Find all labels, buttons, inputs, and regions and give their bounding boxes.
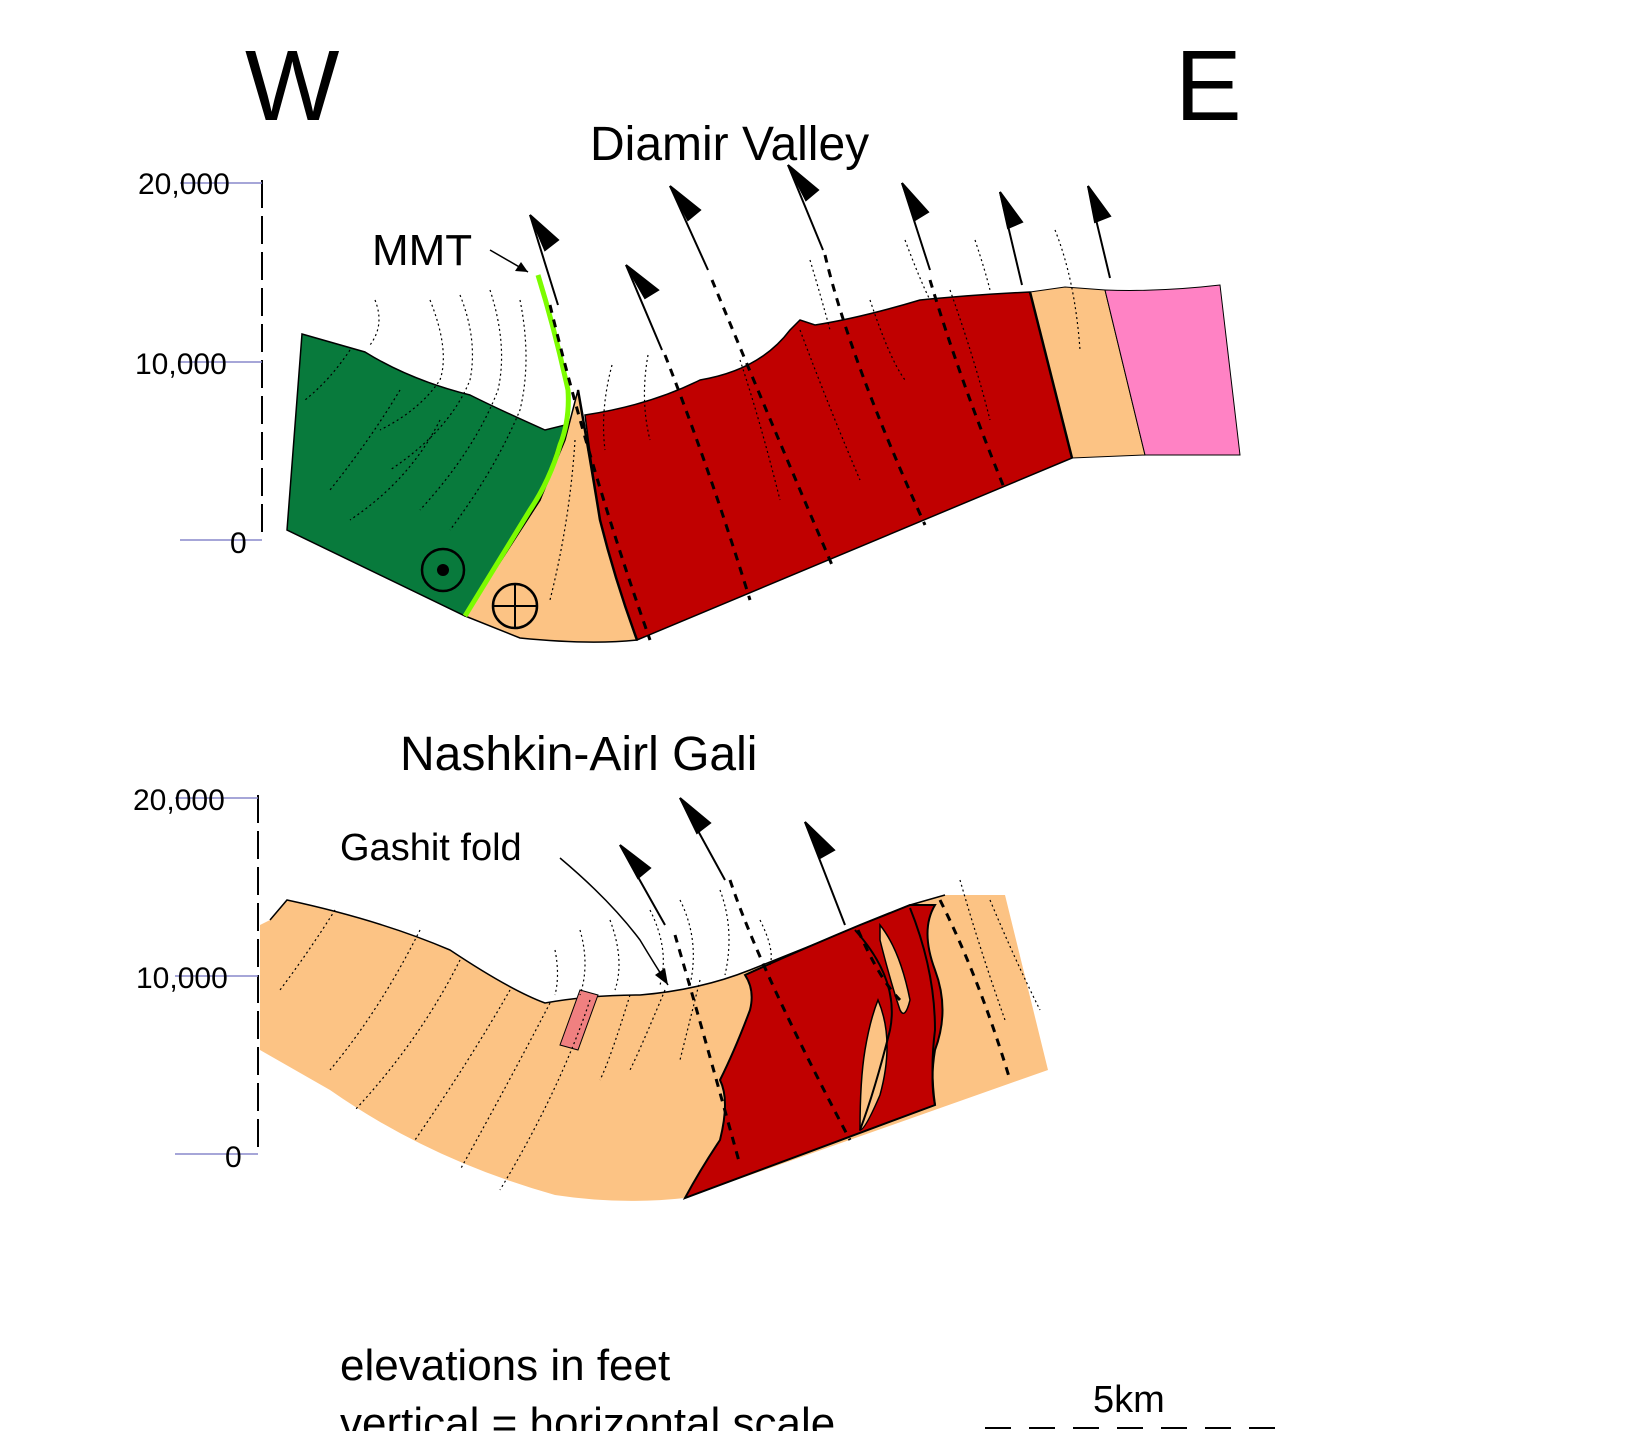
foliation-lines [279,879,1041,1191]
thrust-arrows [529,164,1112,351]
mmt-label: MMT [372,226,472,275]
elevation-axis: 20,000 10,000 0 [133,784,259,1174]
section-nashkin: Nashkin-Airl Gali 20,000 10,000 0 Gashit… [133,728,1048,1201]
tick-label: 10,000 [135,348,227,381]
gashit-fold-label: Gashit fold [340,827,522,869]
tick-label: 0 [230,527,247,560]
legend-line-2: vertical = horizontal scale [340,1399,835,1431]
mmt-line [462,274,571,618]
fault-lines [548,254,1007,641]
into-page-symbol [491,582,539,630]
red-unit [584,291,1073,641]
green-unit [286,333,567,617]
tick-label: 20,000 [138,168,230,201]
tan-lens [879,922,911,1015]
section-title: Diamir Valley [590,118,869,171]
foliation-lines [304,289,651,601]
fault-lines [673,879,1012,1166]
red-foliation [739,229,1081,501]
scale-label: 5km [1093,1379,1165,1421]
thrust-arrows [619,797,846,926]
legend-line-1: elevations in feet [340,1341,670,1390]
legend: elevations in feet vertical = horizontal… [340,1341,1275,1431]
out-of-page-symbol [420,547,466,593]
tick-label: 0 [225,1141,242,1174]
tick-label: 10,000 [136,962,228,995]
elevation-axis: 20,000 10,000 0 [135,168,263,560]
section-title: Nashkin-Airl Gali [400,728,757,781]
pink-unit [1104,284,1241,456]
tick-label: 20,000 [133,784,225,817]
section-diamir: Diamir Valley 20,000 10,000 0 MMT [135,118,1241,643]
east-label: E [1175,30,1242,142]
west-label: W [245,30,340,142]
